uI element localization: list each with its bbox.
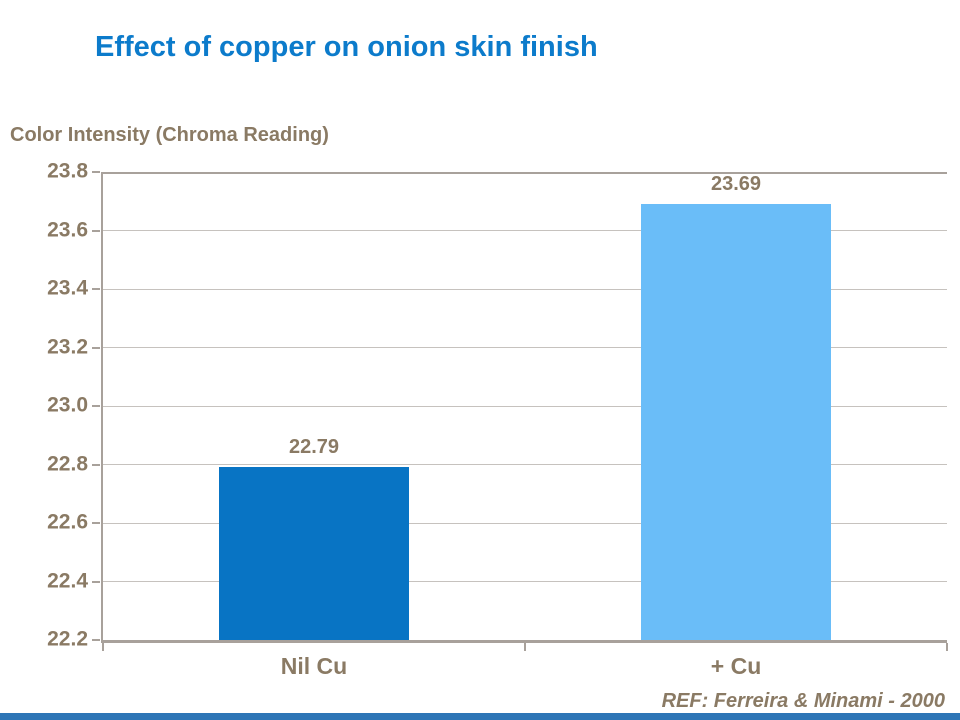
y-tick-label: 22.4 — [47, 569, 88, 593]
y-tick-label: 22.2 — [47, 627, 88, 651]
y-axis-tick — [92, 639, 100, 641]
gridline — [103, 347, 947, 348]
x-axis-tick — [524, 643, 526, 651]
x-category-label: + Cu — [710, 653, 762, 679]
y-axis-tick — [92, 229, 100, 232]
gridline — [103, 172, 947, 174]
y-tick-label: 22.6 — [47, 510, 88, 534]
gridline — [103, 288, 947, 290]
y-tick-label: 23.4 — [47, 276, 88, 300]
y-axis-tick — [92, 463, 100, 466]
x-category-label: Nil Cu — [280, 653, 348, 679]
x-axis-tick — [102, 643, 104, 651]
y-axis-tick — [92, 171, 100, 173]
gridline — [103, 522, 947, 524]
gridline — [103, 581, 947, 582]
y-axis-tick — [92, 346, 100, 349]
y-axis-tick — [92, 405, 100, 407]
y-tick-label: 23.0 — [47, 393, 88, 417]
gridline — [103, 405, 947, 407]
reference-text: REF: Ferreira & Minami - 2000 — [661, 690, 945, 712]
y-tick-label: 23.6 — [47, 218, 88, 242]
gridline — [103, 464, 947, 465]
y-axis-title: Color Intensity (Chroma Reading) — [10, 124, 329, 146]
bar-value-label: 22.79 — [288, 436, 340, 459]
y-tick-label: 23.8 — [47, 159, 88, 183]
plot-area: 23.8 23.6 23.4 23.2 23.0 22.8 22.6 22.4 22.2 22.7… — [47, 160, 948, 679]
bar-nil-cu — [219, 467, 409, 640]
y-tick-label: 23.2 — [47, 335, 88, 359]
y-tick-label: 22.8 — [47, 452, 88, 476]
x-axis-tick — [946, 643, 948, 651]
footer-accent-bar — [0, 713, 960, 720]
gridline — [103, 230, 947, 231]
chart-title: Effect of copper on onion skin finish — [95, 31, 598, 63]
y-axis-tick — [92, 580, 100, 583]
y-axis-tick — [92, 288, 100, 290]
bar-+-cu — [641, 204, 831, 640]
bar-value-label: 23.69 — [710, 173, 762, 196]
y-axis-tick — [92, 522, 100, 524]
